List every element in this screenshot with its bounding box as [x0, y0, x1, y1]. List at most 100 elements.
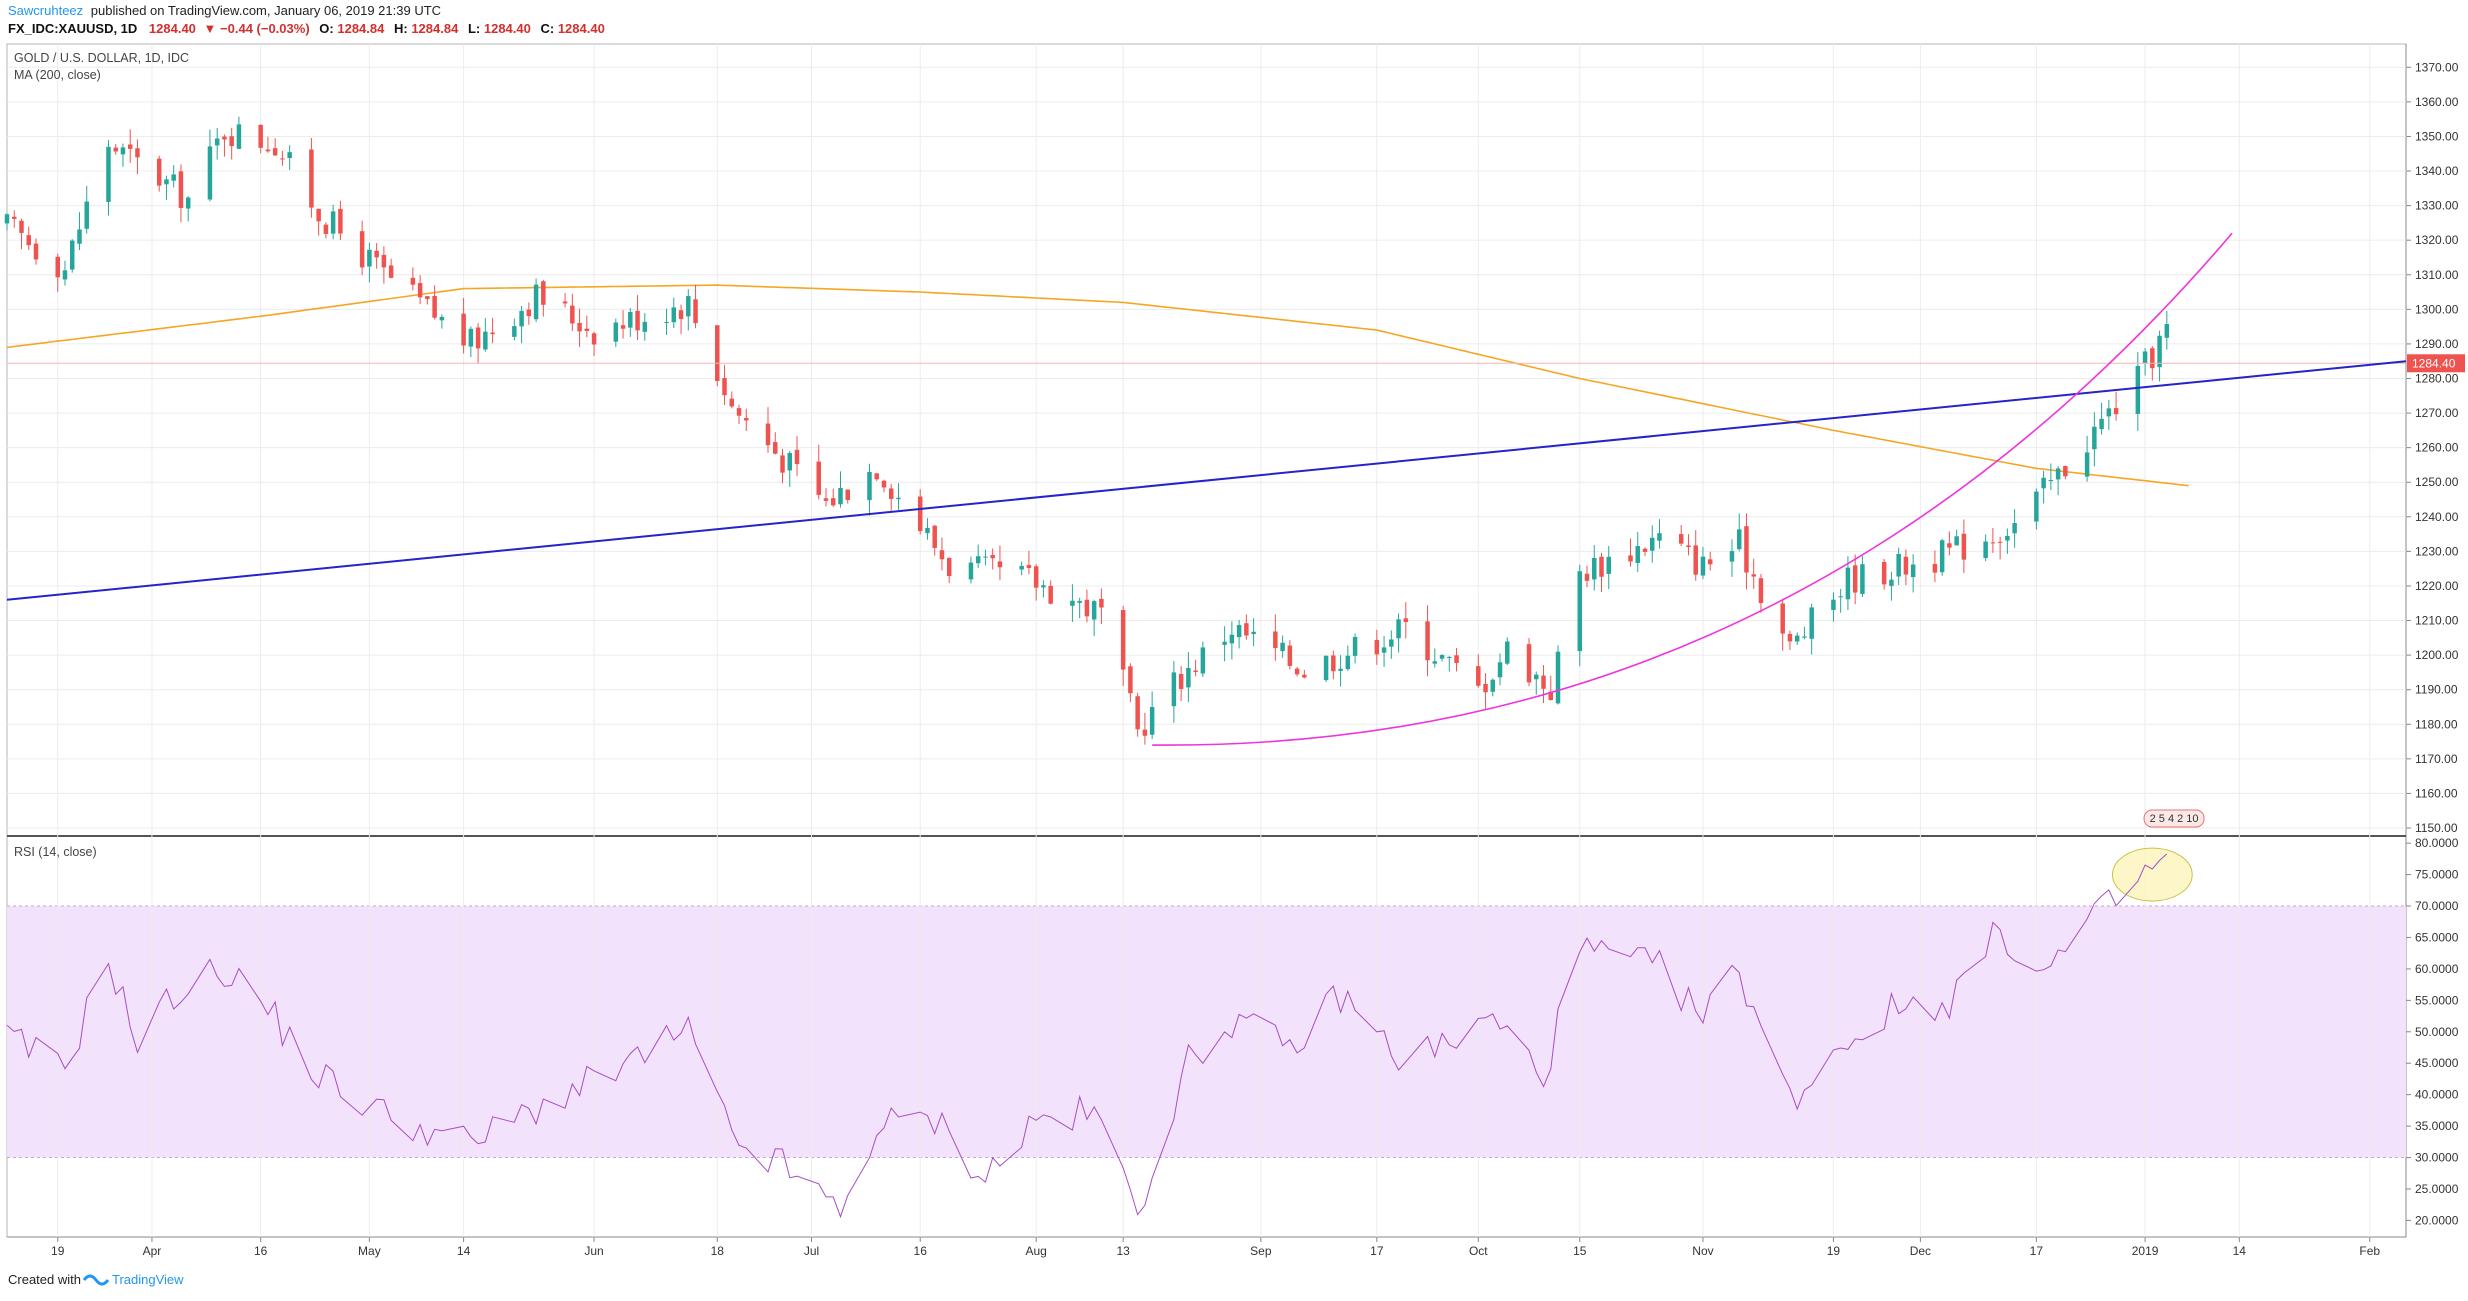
candle: [178, 164, 184, 223]
candle-body-up: [1381, 647, 1387, 653]
candle: [1302, 669, 1307, 679]
candle: [120, 143, 126, 167]
candle-body-up: [1983, 541, 1988, 559]
candle: [2041, 470, 2046, 504]
candle: [1149, 691, 1155, 740]
candle-body-down: [1120, 610, 1126, 670]
candle: [236, 116, 242, 149]
candle-body-down: [19, 220, 24, 233]
candle-body-up: [642, 321, 648, 332]
candle: [1526, 638, 1532, 687]
candle-body-down: [12, 216, 17, 219]
candle-body-up: [1794, 635, 1800, 642]
candle: [577, 308, 582, 347]
time-tick-label: 17: [2030, 1244, 2044, 1258]
candle: [1845, 556, 1851, 611]
ma-legend[interactable]: MA (200, close): [14, 68, 101, 82]
footer-brand[interactable]: TradingView: [112, 1272, 184, 1287]
candle-body-up: [628, 311, 633, 328]
candle: [1374, 629, 1380, 665]
candle: [135, 139, 140, 175]
candle-body-up: [2084, 452, 2090, 477]
candle: [258, 124, 263, 154]
price-axis[interactable]: 1150.00 1160.00 1170.00 1180.00 1190.00 1200.…: [2406, 60, 2465, 835]
candle: [1678, 525, 1684, 546]
candle-body-up: [468, 328, 474, 347]
candle: [744, 408, 749, 432]
trendline[interactable]: [6, 360, 2407, 601]
time-axis[interactable]: 19 Apr 16 May 14 Jun 18 Jul 16 Aug 13 Sep 17 Oct 15 Nov…: [51, 1237, 2380, 1258]
candle: [4, 213, 10, 231]
open-label: O:: [319, 21, 333, 36]
candle: [1483, 673, 1488, 709]
candle-body-down: [113, 147, 118, 152]
candle-body-down: [620, 325, 626, 329]
author-link[interactable]: Sawcruhteez: [8, 3, 83, 18]
candle-body-up: [1077, 600, 1082, 603]
candle-body-up: [62, 270, 68, 280]
candle: [562, 293, 568, 308]
candle-body-down: [526, 309, 532, 317]
candle-body-down: [1903, 556, 1909, 575]
ma-200-line[interactable]: [6, 284, 2189, 487]
rsi-legend[interactable]: RSI (14, close): [14, 845, 97, 859]
rsi-line[interactable]: [6, 853, 2168, 1219]
rsi-tick-label: 35.0000: [2415, 1119, 2459, 1133]
candle-body-up: [1019, 565, 1024, 570]
close-label: C:: [540, 21, 554, 36]
candle-body-up: [287, 152, 292, 159]
last-price-label: 1284.40: [2412, 356, 2456, 370]
candle-body-down: [1476, 666, 1481, 686]
rsi-tick-label: 30.0000: [2415, 1151, 2459, 1165]
candle: [1019, 561, 1024, 576]
price-tick-label: 1260.00: [2415, 441, 2459, 455]
candle: [1026, 550, 1032, 575]
candle-body-down: [693, 299, 698, 324]
candle: [330, 204, 336, 240]
candle: [693, 284, 698, 329]
candle-body-up: [1447, 657, 1452, 659]
candle: [1193, 659, 1198, 677]
candle: [932, 524, 937, 556]
candle-body-up: [896, 497, 901, 500]
candle: [729, 391, 735, 409]
parabolic-curve[interactable]: [1152, 232, 2233, 746]
candle: [381, 246, 387, 284]
candle-body-down: [990, 554, 995, 559]
rsi-axis[interactable]: 20.0000 25.0000 30.0000 35.0000 40.0000 45.00…: [2406, 836, 2459, 1227]
candle-body-up: [236, 124, 242, 149]
candle-body-down: [562, 301, 568, 304]
tradingview-logo-icon: [82, 1274, 110, 1286]
candle: [1331, 650, 1336, 680]
candle: [917, 489, 923, 535]
candle-body-down: [1758, 578, 1764, 604]
candle: [1229, 621, 1235, 660]
rsi-highlight-ellipse[interactable]: [2111, 847, 2193, 902]
candle: [309, 137, 314, 218]
candle-body-down: [2150, 348, 2155, 369]
candle-body-down: [888, 488, 894, 499]
candle-body-down: [1526, 644, 1532, 683]
candle: [1345, 645, 1351, 671]
candle-body-up: [686, 296, 691, 317]
candle-body-down: [1193, 670, 1198, 673]
price-tick-label: 1250.00: [2415, 475, 2459, 489]
candle: [2063, 465, 2068, 480]
candle: [2113, 391, 2119, 421]
candle: [635, 295, 640, 340]
candle-body-down: [229, 136, 234, 147]
candle: [1693, 530, 1698, 581]
candle: [1794, 632, 1800, 645]
candle-body-up: [519, 310, 524, 327]
candle: [1744, 513, 1749, 590]
candle: [1707, 551, 1713, 571]
events-badge[interactable]: 2 5 4 2 10: [2143, 809, 2205, 828]
candle-body-down: [830, 498, 836, 506]
candle-body-up: [164, 179, 169, 185]
rsi-tick-label: 80.0000: [2415, 836, 2459, 850]
candle: [1584, 565, 1590, 588]
candle-body-up: [1845, 567, 1851, 600]
candle-body-up: [1432, 661, 1438, 664]
candle-body-up: [1700, 556, 1706, 576]
